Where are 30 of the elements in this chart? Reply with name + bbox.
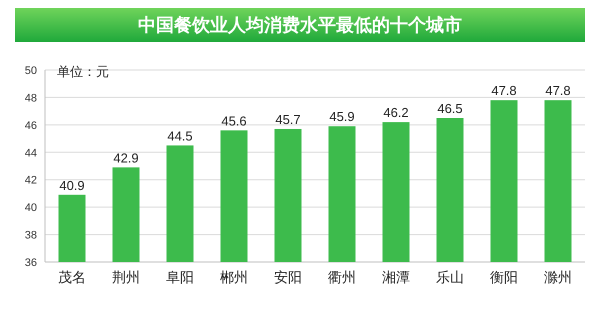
y-tick-label: 46 xyxy=(24,120,37,132)
y-tick-label: 38 xyxy=(24,230,37,242)
chart-title: 中国餐饮业人均消费水平最低的十个城市 xyxy=(138,15,462,35)
x-tick-label: 湘潭 xyxy=(382,269,410,285)
data-label: 45.9 xyxy=(329,109,355,124)
data-label: 44.5 xyxy=(167,128,193,144)
data-label: 46.5 xyxy=(437,101,463,116)
data-label: 40.9 xyxy=(59,178,85,193)
x-tick-label: 乐山 xyxy=(436,269,464,285)
x-tick-label: 茂名 xyxy=(58,269,86,285)
x-tick-label: 阜阳 xyxy=(166,269,194,285)
x-tick-label: 衢州 xyxy=(328,269,356,285)
x-tick-label: 荆州 xyxy=(112,269,140,285)
y-tick-label: 40 xyxy=(24,202,37,214)
data-label: 45.6 xyxy=(221,113,247,128)
x-tick-label: 郴州 xyxy=(220,269,248,285)
x-tick-label: 衡阳 xyxy=(490,269,518,285)
x-tick-label: 滁州 xyxy=(544,269,572,285)
data-label: 46.2 xyxy=(383,105,409,120)
annotation: 单位：元 xyxy=(57,64,109,79)
x-tick-label: 安阳 xyxy=(274,269,302,285)
data-label: 47.8 xyxy=(491,83,517,98)
data-label: 47.8 xyxy=(545,83,571,98)
data-label: 45.7 xyxy=(275,112,301,127)
y-tick-label: 48 xyxy=(24,92,37,104)
y-tick-label: 42 xyxy=(24,174,37,187)
y-tick-label: 36 xyxy=(24,257,37,269)
data-label: 42.9 xyxy=(113,150,139,166)
y-tick-label: 44 xyxy=(24,147,37,160)
y-tick-label: 50 xyxy=(24,65,37,77)
